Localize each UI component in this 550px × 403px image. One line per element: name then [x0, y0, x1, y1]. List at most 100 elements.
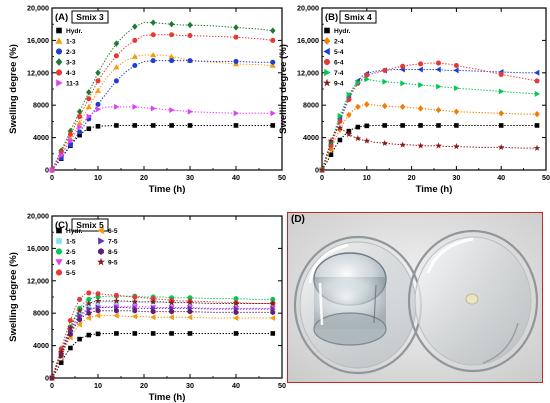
data-point-2-3 — [270, 59, 276, 65]
legend-label-Hydr.: Hydr. — [66, 228, 83, 235]
data-point-2-4 — [364, 101, 370, 108]
data-point-Hydr. — [436, 123, 441, 128]
data-point-6-5 — [187, 314, 193, 321]
y-tick-label: 4000 — [303, 133, 319, 142]
data-point-8-5 — [169, 308, 174, 315]
data-point-11-3 — [77, 124, 83, 131]
data-point-Hydr. — [169, 331, 174, 336]
data-point-9-4 — [497, 143, 505, 151]
data-point-Hydr. — [337, 137, 343, 143]
data-point-Hydr. — [498, 123, 504, 128]
data-point-1-3 — [85, 103, 92, 110]
data-point-6-5 — [76, 321, 82, 328]
data-point-1-3 — [168, 53, 175, 59]
data-point-8-5 — [86, 310, 92, 316]
data-point-6-5 — [131, 313, 138, 320]
data-point-Hydr. — [328, 152, 334, 157]
y-tick-label: 0 — [315, 166, 319, 175]
data-point-Hydr. — [187, 331, 193, 336]
data-point-2-3 — [132, 62, 138, 69]
panel-title: Smix 4 — [344, 12, 372, 22]
data-point-4-3 — [67, 131, 73, 137]
data-point-8-5 — [233, 309, 239, 316]
data-point-6-4 — [337, 118, 343, 124]
data-point-Hydr. — [114, 331, 119, 336]
data-point-6-5 — [233, 315, 239, 322]
data-point-6-5 — [113, 312, 119, 319]
data-point-11-3 — [169, 107, 175, 114]
legend-label-5-4: 5-4 — [334, 49, 344, 56]
data-point-2-4 — [399, 103, 406, 111]
legend-label-9-4: 9-4 — [334, 81, 344, 88]
x-tick-label: 50 — [278, 173, 286, 182]
legend-marker-2-4 — [323, 37, 331, 45]
data-point-5-4 — [453, 67, 459, 74]
data-point-2-3 — [113, 78, 119, 84]
y-tick-label: 12,000 — [27, 68, 49, 77]
x-tick-label: 30 — [186, 173, 194, 182]
data-point-6-5 — [95, 312, 101, 319]
data-point-7-4 — [534, 90, 541, 97]
panel-title-box — [71, 218, 109, 232]
data-point-9-5 — [57, 348, 65, 355]
data-point-2-4 — [498, 110, 504, 117]
data-point-9-5 — [232, 300, 240, 307]
legend-marker-11-3 — [56, 79, 63, 87]
data-point-1-5 — [77, 310, 82, 316]
data-point-9-5 — [269, 300, 277, 307]
y-tick-label: 4000 — [33, 133, 49, 142]
y-tick-label: 20,000 — [27, 4, 49, 13]
data-point-Hydr. — [233, 123, 239, 128]
data-point-3-3 — [168, 20, 175, 28]
x-tick-label: 20 — [140, 173, 148, 182]
data-point-6-5 — [150, 314, 156, 321]
data-point-6-4 — [435, 60, 442, 66]
data-point-7-4 — [364, 76, 370, 83]
swollen-hydrogel — [313, 252, 387, 346]
data-point-4-3 — [95, 78, 101, 84]
data-point-Hydr. — [270, 331, 276, 336]
data-point-9-4 — [318, 166, 326, 173]
y-tick-label: 8000 — [303, 101, 319, 110]
data-point-11-3 — [270, 110, 276, 117]
data-point-7-5 — [77, 312, 83, 319]
legend-label-1-3: 1-3 — [66, 39, 76, 46]
data-point-7-4 — [337, 112, 343, 119]
legend-marker-6-5 — [97, 226, 104, 235]
data-point-Hydr. — [418, 123, 423, 128]
data-point-1-3 — [76, 120, 83, 126]
data-point-4-3 — [169, 32, 175, 38]
data-point-7-5 — [86, 306, 92, 313]
legend-marker-5-4 — [323, 47, 330, 56]
data-point-3-3 — [113, 40, 120, 47]
data-point-9-4 — [533, 144, 541, 151]
data-point-11-3 — [68, 137, 74, 144]
legend-label-4-3: 4-3 — [66, 70, 76, 77]
data-point-6-4 — [418, 61, 424, 67]
data-point-4-3 — [233, 34, 239, 40]
data-point-7-4 — [436, 83, 442, 90]
data-point-5-4 — [534, 69, 540, 76]
data-point-7-4 — [355, 79, 361, 86]
dry-hydrogel-pellet — [465, 293, 479, 305]
photo-panel-d — [287, 212, 543, 383]
data-point-2-4 — [453, 108, 460, 115]
legend-marker-8-5 — [98, 248, 104, 255]
panel-b-chart: 0 10 20 30 40 50 0 4000 8000 12,000 16,000 20,000 Ti… — [278, 4, 550, 196]
x-tick-label: 30 — [186, 381, 194, 390]
x-tick-label: 40 — [497, 173, 505, 182]
legend-label-7-4: 7-4 — [334, 70, 344, 77]
data-point-2-3 — [77, 129, 83, 135]
data-point-11-3 — [132, 103, 138, 110]
data-point-2-3 — [95, 101, 101, 107]
x-axis-label: Time (h) — [416, 184, 453, 195]
legend-marker-4-3 — [55, 69, 63, 76]
x-tick-label: 30 — [452, 173, 460, 182]
data-point-4-3 — [132, 37, 138, 43]
data-point-11-3 — [233, 110, 239, 117]
data-point-Hydr. — [68, 345, 73, 351]
data-point-9-4 — [363, 137, 371, 144]
data-point-6-5 — [269, 315, 276, 322]
legend-label-3-3: 3-3 — [66, 60, 76, 67]
y-axis-label: Swelling degree (%) — [278, 44, 289, 134]
